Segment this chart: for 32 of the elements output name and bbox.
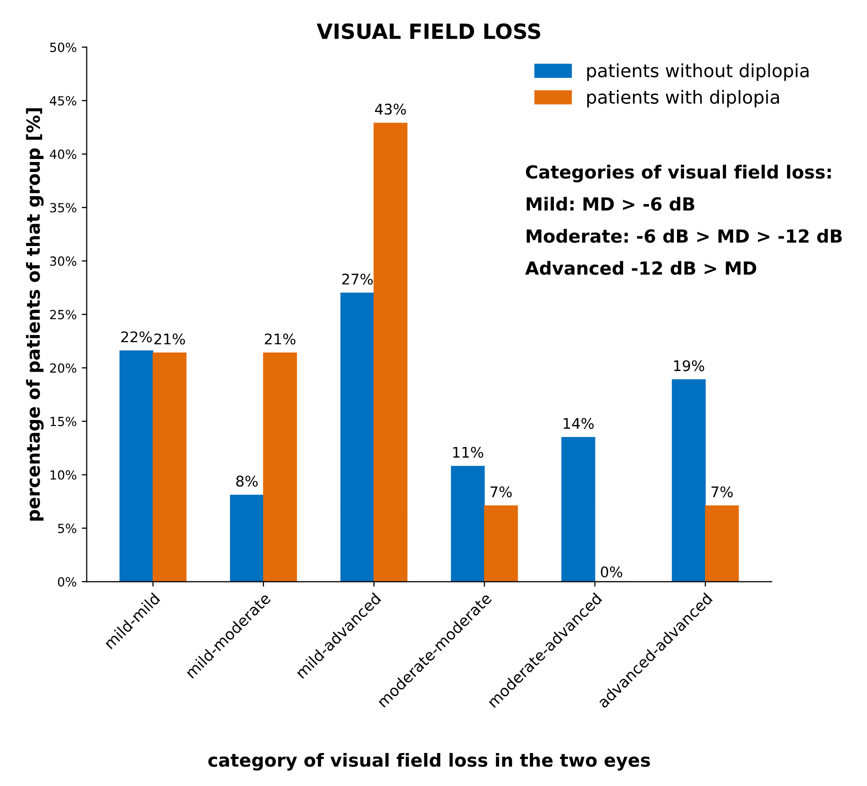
legend-label: patients without diplopia (587, 63, 809, 81)
data-label: 11% (453, 446, 484, 458)
annotation: Categories of visual field loss: (526, 164, 831, 182)
data-label: 43% (375, 104, 406, 115)
data-label: 19% (674, 360, 704, 372)
y-tick-label: 10% (50, 470, 76, 480)
data-label: 8% (236, 476, 258, 487)
y-tick-label: 35% (50, 202, 76, 212)
data-label: 21% (264, 333, 296, 344)
data-label: 21% (154, 333, 185, 344)
annotation: Moderate: -6 dB > MD > -12 dB (526, 228, 842, 243)
data-label: 14% (564, 418, 594, 429)
y-tick-label: 5% (58, 524, 76, 534)
y-tick-label: 20% (50, 363, 76, 373)
legend-label: patients with diplopia (587, 90, 779, 108)
data-label: 27% (342, 274, 373, 285)
y-tick-label: 40% (50, 150, 76, 159)
y-axis-title: percentage of patients of that group [%] (26, 108, 44, 521)
x-axis-title: category of visual field loss in the two eyes (208, 752, 650, 771)
annotation: Advanced -12 dB > MD (525, 260, 756, 275)
y-tick-label: 15% (50, 416, 76, 426)
annotation: Mild: MD > -6 dB (526, 196, 694, 211)
data-label: 7% (712, 486, 733, 498)
y-tick-label: 0% (58, 577, 76, 587)
y-tick-label: 50% (50, 42, 76, 52)
y-tick-label: 30% (50, 256, 76, 266)
chart-title: VISUAL FIELD LOSS (316, 23, 540, 40)
y-tick-label: 25% (50, 310, 76, 320)
data-label: 22% (121, 331, 152, 342)
data-label: 7% (490, 486, 512, 498)
data-label: 0% (600, 566, 622, 578)
y-tick-label: 45% (50, 96, 76, 106)
